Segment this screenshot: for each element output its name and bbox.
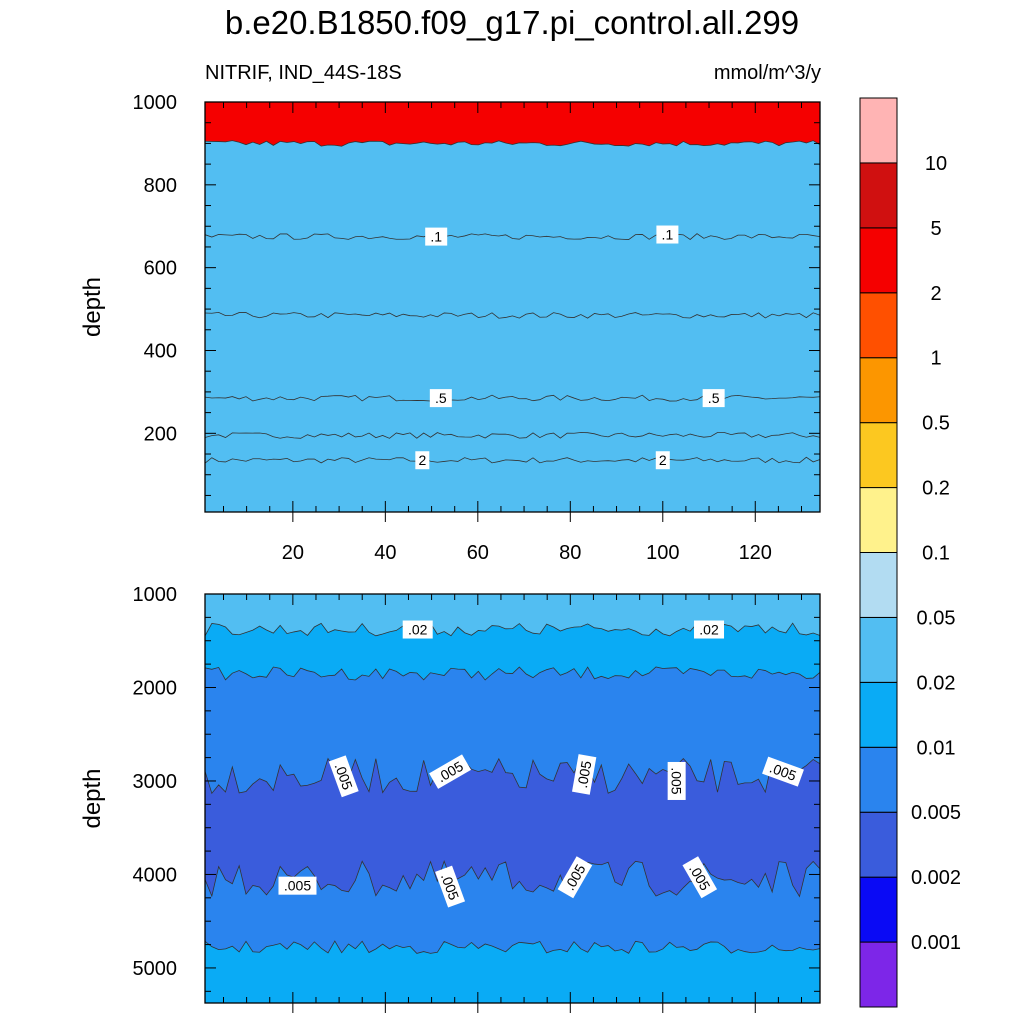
lower-panel: .02.02.005.005.005.005.005.005.005.005.0… [79,584,821,1013]
y-tick-label: 800 [144,175,177,197]
contour-band [205,758,820,897]
colorbar-swatch [859,97,898,164]
plot-frame [204,101,821,513]
contour-band [205,666,820,794]
svg-text:.005: .005 [669,767,685,794]
y-tick-label: 3000 [133,771,178,793]
colorbar-label: 0.005 [911,802,961,824]
contour-line [204,757,821,795]
contour-line [204,860,821,898]
contour-band [205,140,820,512]
contour-line [204,140,821,147]
colorbar-swatch [859,552,898,618]
y-axis-label: depth [79,768,106,828]
y-tick-label: 1000 [133,92,178,114]
contour-label: .5 [429,389,452,408]
colorbar: 0.001 0.002 0.005 0.01 0.02 0.05 0.1 0.2 0.5 1 2 5 1… [859,97,961,1008]
y-tick-label: 600 [144,258,177,280]
y-tick-label: 4000 [133,864,178,886]
colorbar-swatch [859,292,898,359]
chart-title: b.e20.B1850.f09_g17.pi_control.all.299 [224,4,800,41]
x-tick-label: 60 [467,542,489,564]
colorbar-swatch [859,357,898,424]
svg-text:.1: .1 [662,227,674,243]
plot-frame [204,593,821,1004]
svg-text:.1: .1 [430,229,442,245]
contour-line [204,233,821,240]
contour-label: .1 [425,227,448,246]
contour-label: .02 [694,620,725,639]
contour-line [204,456,821,464]
svg-text:2: 2 [659,452,667,468]
contour-band [205,623,820,680]
colorbar-label: 0.002 [911,867,961,889]
colorbar-label: 0.001 [911,932,961,954]
y-tick-label: 2000 [133,677,178,699]
colorbar-label: 0.5 [922,413,950,435]
contour-line [204,432,821,439]
contour-line [204,311,821,319]
colorbar-swatch [859,422,898,489]
svg-text:.5: .5 [708,390,720,406]
colorbar-label: 10 [925,153,947,175]
colorbar-label: 1 [930,348,941,370]
y-tick-label: 200 [144,423,177,445]
colorbar-swatch [859,746,898,813]
svg-text:.005: .005 [574,759,595,789]
colorbar-swatch [859,227,898,294]
colorbar-label: 0.1 [922,543,950,565]
y-axis-label: depth [79,277,106,337]
x-tick-label: 20 [282,542,304,564]
colorbar-swatch [859,811,898,878]
contour-band [205,941,820,1003]
contour-label: .005 [667,761,686,800]
svg-text:.02: .02 [408,622,428,638]
upper-panel: 2 2 .5 .5 .1 .1 200 400 600 800 1000 20 40 60 80 100 120… [79,92,821,564]
contour-label: .005 [572,754,597,795]
colorbar-swatch [859,487,898,554]
contour-label: 2 [415,451,430,470]
x-tick-label: 80 [559,542,581,564]
colorbar-swatch [859,162,898,229]
contour-label: .02 [402,620,433,639]
colorbar-label: 0.01 [917,737,956,759]
y-tick-label: 1000 [133,584,178,606]
y-tick-label: 400 [144,340,177,362]
colorbar-label: 0.02 [917,672,956,694]
units-label: mmol/m^3/y [713,62,821,84]
contour-band [205,594,820,637]
y-tick-label: 5000 [133,958,178,980]
contour-label: .5 [702,389,725,408]
svg-text:.005: .005 [284,878,311,894]
svg-text:.02: .02 [699,622,719,638]
colorbar-swatch [859,681,898,748]
colorbar-label: 0.2 [922,478,950,500]
variable-region-label: NITRIF, IND_44S-18S [205,62,402,84]
colorbar-label: 2 [930,283,941,305]
colorbar-swatch [859,876,898,943]
x-tick-label: 120 [739,542,772,564]
contour-band [205,861,820,954]
contour-label: .005 [278,876,317,895]
svg-text:.5: .5 [435,390,447,406]
x-tick-label: 100 [646,542,679,564]
colorbar-label: 5 [930,218,941,240]
contour-label: 2 [655,451,670,470]
contour-label: .1 [656,225,679,244]
svg-text:2: 2 [418,452,426,468]
colorbar-swatch [859,616,898,683]
contour-line [204,666,821,681]
colorbar-swatch [859,941,898,1008]
contour-line [204,940,821,954]
colorbar-label: 0.05 [917,607,956,629]
x-tick-label: 40 [374,542,396,564]
